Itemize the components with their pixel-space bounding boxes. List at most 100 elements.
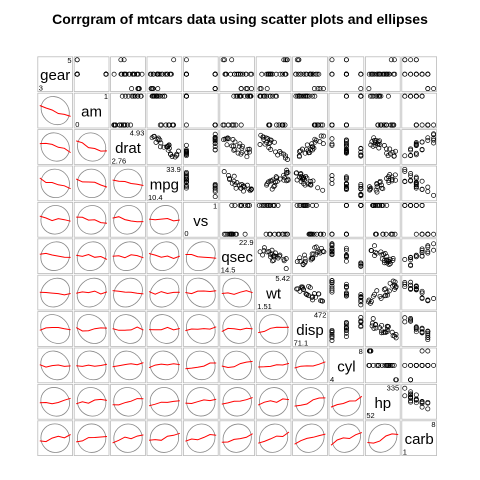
- scatter-point-drat-cyl: [343, 147, 349, 153]
- smooth-line-qsec-mpg: [148, 253, 180, 260]
- scatter-point-mpg-carb: [408, 177, 414, 183]
- scatter-point-vs-hp: [384, 202, 390, 208]
- scatter-point-qsec-hp: [390, 256, 396, 261]
- scatter-point-mpg-vs: [183, 176, 189, 182]
- scatter-point-hp-carb: [425, 400, 431, 406]
- panel-frame-disp-disp: [292, 311, 328, 347]
- scatter-point-am-hp: [385, 93, 391, 99]
- scatter-point-gear-mpg: [171, 57, 177, 63]
- scatter-point-disp-carb: [413, 329, 419, 335]
- diag-max-mpg: 33.9: [166, 165, 181, 174]
- scatter-point-vs-qsec: [242, 202, 248, 208]
- ellipse-cyl-drat: [113, 350, 143, 381]
- scatter-point-qsec-wt: [281, 256, 287, 262]
- panel-frame-disp-cyl: [328, 311, 365, 347]
- scatter-point-vs-cyl: [358, 202, 364, 208]
- panel-frame-vs-am: [73, 201, 110, 238]
- panel-frame-qsec-disp: [292, 238, 328, 275]
- scatter-point-gear-am: [103, 71, 109, 77]
- scatter-point-gear-mpg: [168, 71, 173, 77]
- scatter-point-wt-disp: [310, 297, 316, 303]
- scatter-point-drat-wt: [258, 132, 264, 138]
- scatter-point-drat-vs: [212, 135, 218, 140]
- scatter-point-gear-hp: [369, 71, 375, 77]
- scatter-point-drat-carb: [408, 146, 414, 152]
- ellipse-vs-am: [76, 205, 107, 235]
- scatter-point-drat-carb: [413, 141, 419, 147]
- scatter-point-drat-hp: [383, 146, 389, 152]
- scatter-point-gear-disp: [308, 71, 314, 77]
- scatter-point-am-drat: [125, 93, 131, 99]
- panel-frame-mpg-gear: [37, 165, 73, 202]
- panel-frame-wt-drat: [110, 274, 146, 311]
- panel-frame-disp-drat: [110, 311, 146, 347]
- scatter-point-mpg-wt: [270, 177, 276, 183]
- scatter-point-qsec-wt: [261, 245, 267, 251]
- scatter-point-am-drat: [130, 93, 136, 99]
- scatter-point-drat-disp: [318, 133, 324, 139]
- ellipse-mpg-am: [76, 168, 107, 199]
- scatter-point-mpg-hp: [367, 186, 373, 192]
- scatter-point-mpg-disp: [296, 174, 302, 180]
- scatter-point-gear-wt: [259, 71, 265, 77]
- scatter-point-mpg-disp: [294, 177, 300, 183]
- scatter-point-vs-disp: [294, 202, 300, 208]
- ellipse-carb-vs: [186, 423, 216, 453]
- scatter-point-wt-cyl: [358, 302, 364, 308]
- ellipse-hp-qsec: [222, 387, 252, 417]
- scatter-point-mpg-qsec: [221, 169, 227, 175]
- smooth-line-hp-disp: [294, 397, 326, 407]
- scatter-point-gear-drat: [132, 71, 138, 77]
- panel-frame-vs-gear: [37, 201, 73, 238]
- scatter-point-vs-carb: [402, 202, 408, 208]
- scatter-point-drat-qsec: [230, 137, 236, 142]
- diag-label-carb: carb: [405, 431, 434, 448]
- scatter-point-drat-cyl: [343, 137, 349, 143]
- scatter-point-am-carb: [419, 93, 425, 99]
- panel-frame-qsec-mpg: [146, 238, 183, 275]
- scatter-point-mpg-vs: [183, 173, 189, 179]
- panel-frame-cyl-cyl: [328, 347, 365, 384]
- ellipse-cyl-vs: [186, 350, 216, 381]
- scatter-point-wt-carb: [413, 283, 419, 289]
- scatter-point-vs-disp: [317, 231, 323, 237]
- scatter-point-mpg-vs: [212, 185, 218, 191]
- scatter-point-drat-vs: [212, 147, 218, 153]
- scatter-point-qsec-cyl: [329, 249, 335, 255]
- scatter-point-drat-qsec: [221, 137, 227, 143]
- scatter-point-qsec-carb: [419, 246, 425, 252]
- scatter-point-mpg-hp: [389, 174, 395, 180]
- scatter-point-mpg-cyl: [358, 182, 364, 187]
- panel-frame-wt-cyl: [328, 274, 365, 311]
- scatter-point-gear-wt: [273, 71, 279, 77]
- smooth-line-mpg-drat: [112, 179, 144, 186]
- scatter-point-wt-carb: [402, 281, 408, 287]
- scatter-point-drat-qsec: [246, 149, 252, 155]
- scatter-point-gear-drat: [118, 71, 124, 77]
- diag-min-wt: 1.51: [257, 302, 272, 311]
- scatter-point-drat-carb: [402, 153, 408, 159]
- scatter-point-disp-hp: [379, 322, 385, 328]
- scatter-point-hp-carb: [413, 392, 419, 398]
- scatter-point-vs-wt: [259, 202, 265, 208]
- scatter-point-mpg-wt: [267, 178, 273, 184]
- scatter-point-gear-hp: [366, 71, 372, 77]
- scatter-point-disp-hp: [370, 316, 376, 322]
- ellipse-cyl-disp: [295, 350, 325, 381]
- scatter-point-gear-hp: [388, 57, 394, 63]
- panel-frame-wt-disp: [292, 274, 328, 311]
- scatter-point-cyl-carb: [425, 348, 431, 354]
- scatter-point-disp-cyl: [329, 332, 335, 338]
- panel-frame-drat-hp: [364, 129, 401, 165]
- scatter-point-mpg-hp: [374, 181, 380, 187]
- scatter-point-mpg-vs: [183, 185, 189, 191]
- smooth-line-mpg-gear: [39, 177, 71, 190]
- scatter-point-drat-carb: [431, 140, 437, 146]
- diag-max-cyl: 8: [359, 347, 363, 356]
- scatter-point-am-wt: [267, 122, 273, 128]
- scatter-point-drat-qsec: [224, 136, 230, 142]
- chart-title: Corrgram of mtcars data using scatter pl…: [52, 11, 428, 27]
- scatter-point-qsec-cyl: [329, 242, 335, 248]
- scatter-point-wt-cyl: [329, 279, 335, 285]
- smooth-line-qsec-drat: [112, 254, 144, 259]
